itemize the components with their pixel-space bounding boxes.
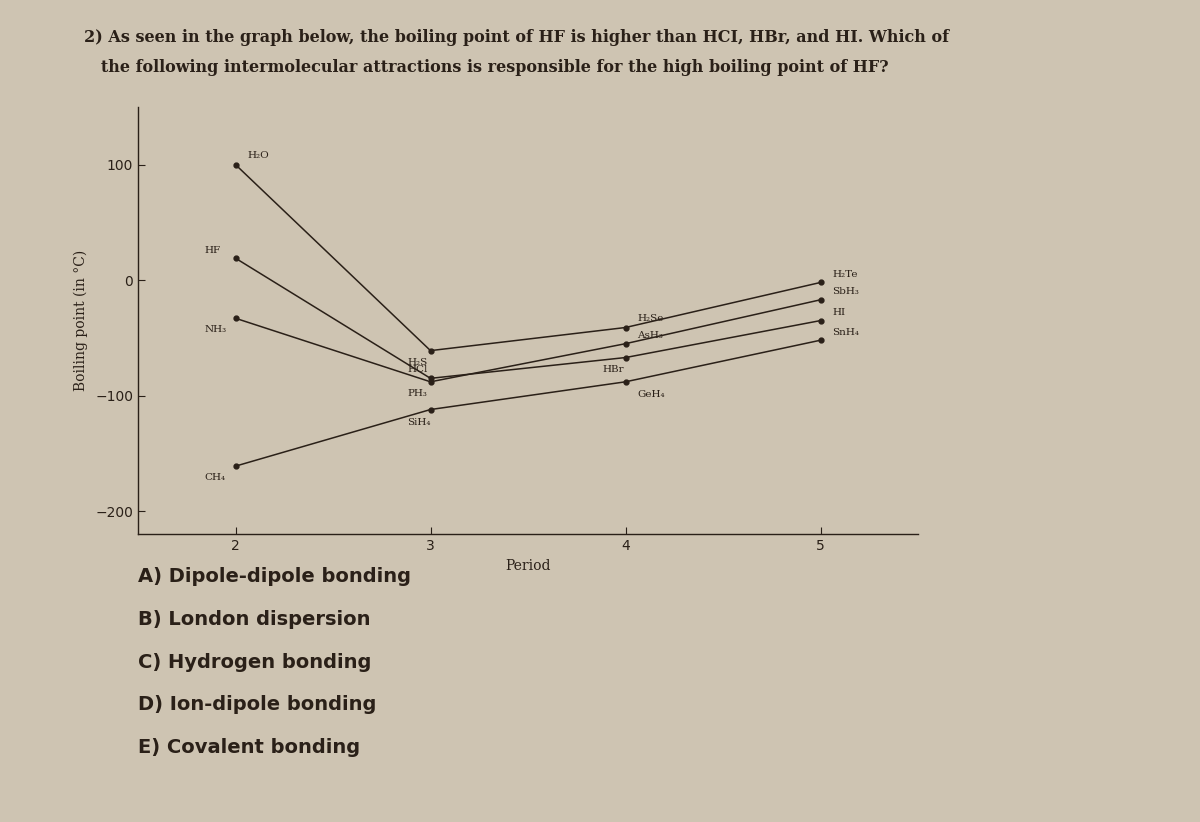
Text: GeH₄: GeH₄ bbox=[637, 390, 665, 399]
Text: C) Hydrogen bonding: C) Hydrogen bonding bbox=[138, 653, 371, 672]
Text: A) Dipole-dipole bonding: A) Dipole-dipole bonding bbox=[138, 567, 410, 586]
Text: H₂O: H₂O bbox=[247, 151, 269, 160]
Text: NH₃: NH₃ bbox=[204, 326, 227, 335]
Text: HF: HF bbox=[204, 246, 221, 255]
Text: HCl: HCl bbox=[407, 365, 427, 374]
Text: E) Covalent bonding: E) Covalent bonding bbox=[138, 738, 360, 757]
Text: B) London dispersion: B) London dispersion bbox=[138, 610, 371, 629]
Text: SiH₄: SiH₄ bbox=[407, 418, 431, 427]
Text: 2) As seen in the graph below, the boiling point of HF is higher than HCI, HBr, : 2) As seen in the graph below, the boili… bbox=[84, 29, 949, 46]
Text: CH₄: CH₄ bbox=[204, 473, 226, 483]
X-axis label: Period: Period bbox=[505, 559, 551, 573]
Text: H₂Te: H₂Te bbox=[833, 270, 858, 279]
Text: AsH₃: AsH₃ bbox=[637, 331, 664, 340]
Text: HBr: HBr bbox=[602, 365, 624, 374]
Text: the following intermolecular attractions is responsible for the high boiling poi: the following intermolecular attractions… bbox=[84, 59, 889, 76]
Text: PH₃: PH₃ bbox=[407, 389, 427, 398]
Text: SnH₄: SnH₄ bbox=[833, 328, 859, 337]
Text: H₂S: H₂S bbox=[407, 358, 427, 367]
Text: H₂Se: H₂Se bbox=[637, 314, 664, 323]
Y-axis label: Boiling point (in °C): Boiling point (in °C) bbox=[74, 250, 88, 391]
Text: SbH₃: SbH₃ bbox=[833, 288, 859, 296]
Text: D) Ion-dipole bonding: D) Ion-dipole bonding bbox=[138, 695, 377, 714]
Text: HI: HI bbox=[833, 308, 845, 317]
